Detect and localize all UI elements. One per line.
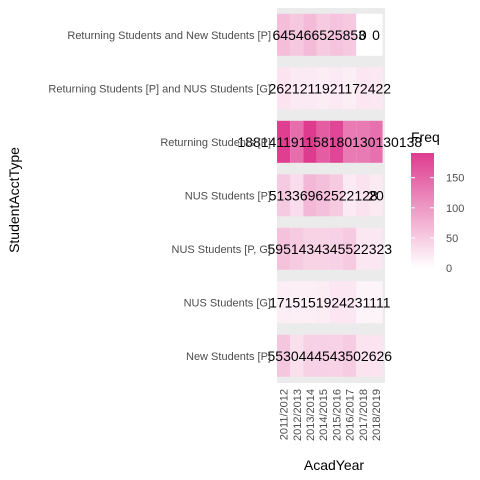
heatmap-cell (303, 13, 317, 56)
heatmap-cell (329, 227, 343, 270)
x-tick-label: 2015/2016 (331, 389, 343, 441)
cell-label: 645466525853 (273, 27, 367, 43)
y-tick-label: Returning Students [P] (160, 137, 271, 149)
heatmap-cell (303, 67, 317, 110)
legend-tick-label: 0 (446, 263, 452, 275)
heatmap-cell (290, 174, 304, 217)
y-tick-labels: Returning Students and New Students [P] R… (48, 30, 271, 363)
x-tick-label: 2016/2017 (345, 389, 357, 441)
heatmap-cell (356, 67, 370, 110)
cell-label: 5530444543502626 (268, 348, 393, 364)
legend-tick-label: 50 (446, 233, 458, 245)
cell-label: 1715151924231111 (269, 294, 391, 310)
heatmap-cell (369, 281, 383, 324)
y-tick-label: NUS Students [G] (184, 297, 271, 309)
heatmap-cell (277, 281, 291, 324)
heatmap-cell (329, 334, 343, 377)
heatmap-cell (303, 174, 317, 217)
legend-ticks: 0 50 100 150 (411, 173, 464, 275)
heatmap-cell (369, 13, 383, 56)
heatmap-cell (316, 13, 330, 56)
y-axis-title: StudentAcctType (6, 147, 22, 253)
heatmap-cell (369, 334, 383, 377)
heatmap-cell (277, 13, 291, 56)
cell-label: 188141191158180130130138 (237, 134, 422, 150)
x-tick-label: 2011/2012 (279, 389, 291, 440)
heatmap-cell (316, 120, 330, 163)
heatmap-cell (277, 334, 291, 377)
cell-label: 0 (372, 27, 380, 43)
heatmap-cell (303, 120, 317, 163)
y-tick-label: New Students [P] (186, 351, 271, 363)
heatmap-cell (356, 334, 370, 377)
heatmap-cell (369, 67, 383, 110)
heatmap-cell (329, 67, 343, 110)
heatmap-cell (303, 281, 317, 324)
heatmap-cell (343, 174, 357, 217)
heatmap-cell (316, 281, 330, 324)
color-legend: Freq 0 50 100 150 (411, 129, 464, 275)
x-tick-label: 2012/2013 (292, 389, 304, 441)
cell-label: 0 (359, 27, 367, 43)
heatmap-cell (303, 334, 317, 377)
heatmap-cell (290, 13, 304, 56)
heatmap-cell (277, 67, 291, 110)
cell-label: 51336962522128 (269, 187, 378, 203)
heatmap-cell (343, 281, 357, 324)
cell-label: 20 (368, 187, 384, 203)
heatmap-cell (329, 13, 343, 56)
heatmap-cell (369, 174, 383, 217)
legend-tick-label: 150 (446, 173, 464, 185)
y-tick-label: Returning Students and New Students [P] (67, 30, 271, 42)
x-tick-label: 2018/2019 (371, 389, 383, 441)
heatmap-cell (329, 120, 343, 163)
heatmap-cell (369, 227, 383, 270)
x-tick-label: 2014/2015 (318, 389, 330, 441)
x-tick-labels: 2011/2012 2012/2013 2013/2014 2014/2015 2015… (279, 389, 383, 441)
heatmap-cell (329, 174, 343, 217)
heatmap-cell (316, 67, 330, 110)
heatmap-cell (343, 120, 357, 163)
x-tick-label: 2017/2018 (358, 389, 370, 441)
x-tick-label: 2013/2014 (305, 389, 317, 441)
heatmap-cell (343, 227, 357, 270)
heatmap-cell (290, 120, 304, 163)
heatmap-cell (290, 334, 304, 377)
legend-title: Freq (411, 129, 440, 145)
heatmap-cell (316, 334, 330, 377)
heatmap-cell (290, 281, 304, 324)
y-tick-label: NUS Students [P] (185, 190, 271, 202)
cell-label: 5951434345522323 (268, 241, 393, 257)
heatmap-cell (343, 13, 357, 56)
heatmap-cell (356, 174, 370, 217)
heatmap-cell (277, 120, 291, 163)
heatmap-cell (343, 67, 357, 110)
heatmap-cell (277, 227, 291, 270)
heatmap-cell (277, 174, 291, 217)
heatmap-cell (316, 174, 330, 217)
heatmap-cell (356, 227, 370, 270)
heatmap-cell (316, 227, 330, 270)
heatmap-cell (356, 13, 370, 56)
heatmap-cells (277, 13, 383, 377)
heatmap-cell (356, 281, 370, 324)
heatmap-cell (343, 334, 357, 377)
heatmap-cell (303, 227, 317, 270)
legend-colorbar (411, 153, 434, 268)
heatmap-cell (356, 120, 370, 163)
y-tick-label: Returning Students [P] and NUS Students … (48, 83, 271, 95)
cell-label: 2621211921172422 (269, 80, 392, 96)
heatmap-cell (290, 227, 304, 270)
heatmap-cell (290, 67, 304, 110)
legend-tick-label: 100 (446, 203, 464, 215)
heatmap-cell (329, 281, 343, 324)
y-tick-label: NUS Students [P, G] (172, 244, 271, 256)
x-axis-title: AcadYear (304, 457, 365, 473)
heatmap-cell (369, 120, 383, 163)
